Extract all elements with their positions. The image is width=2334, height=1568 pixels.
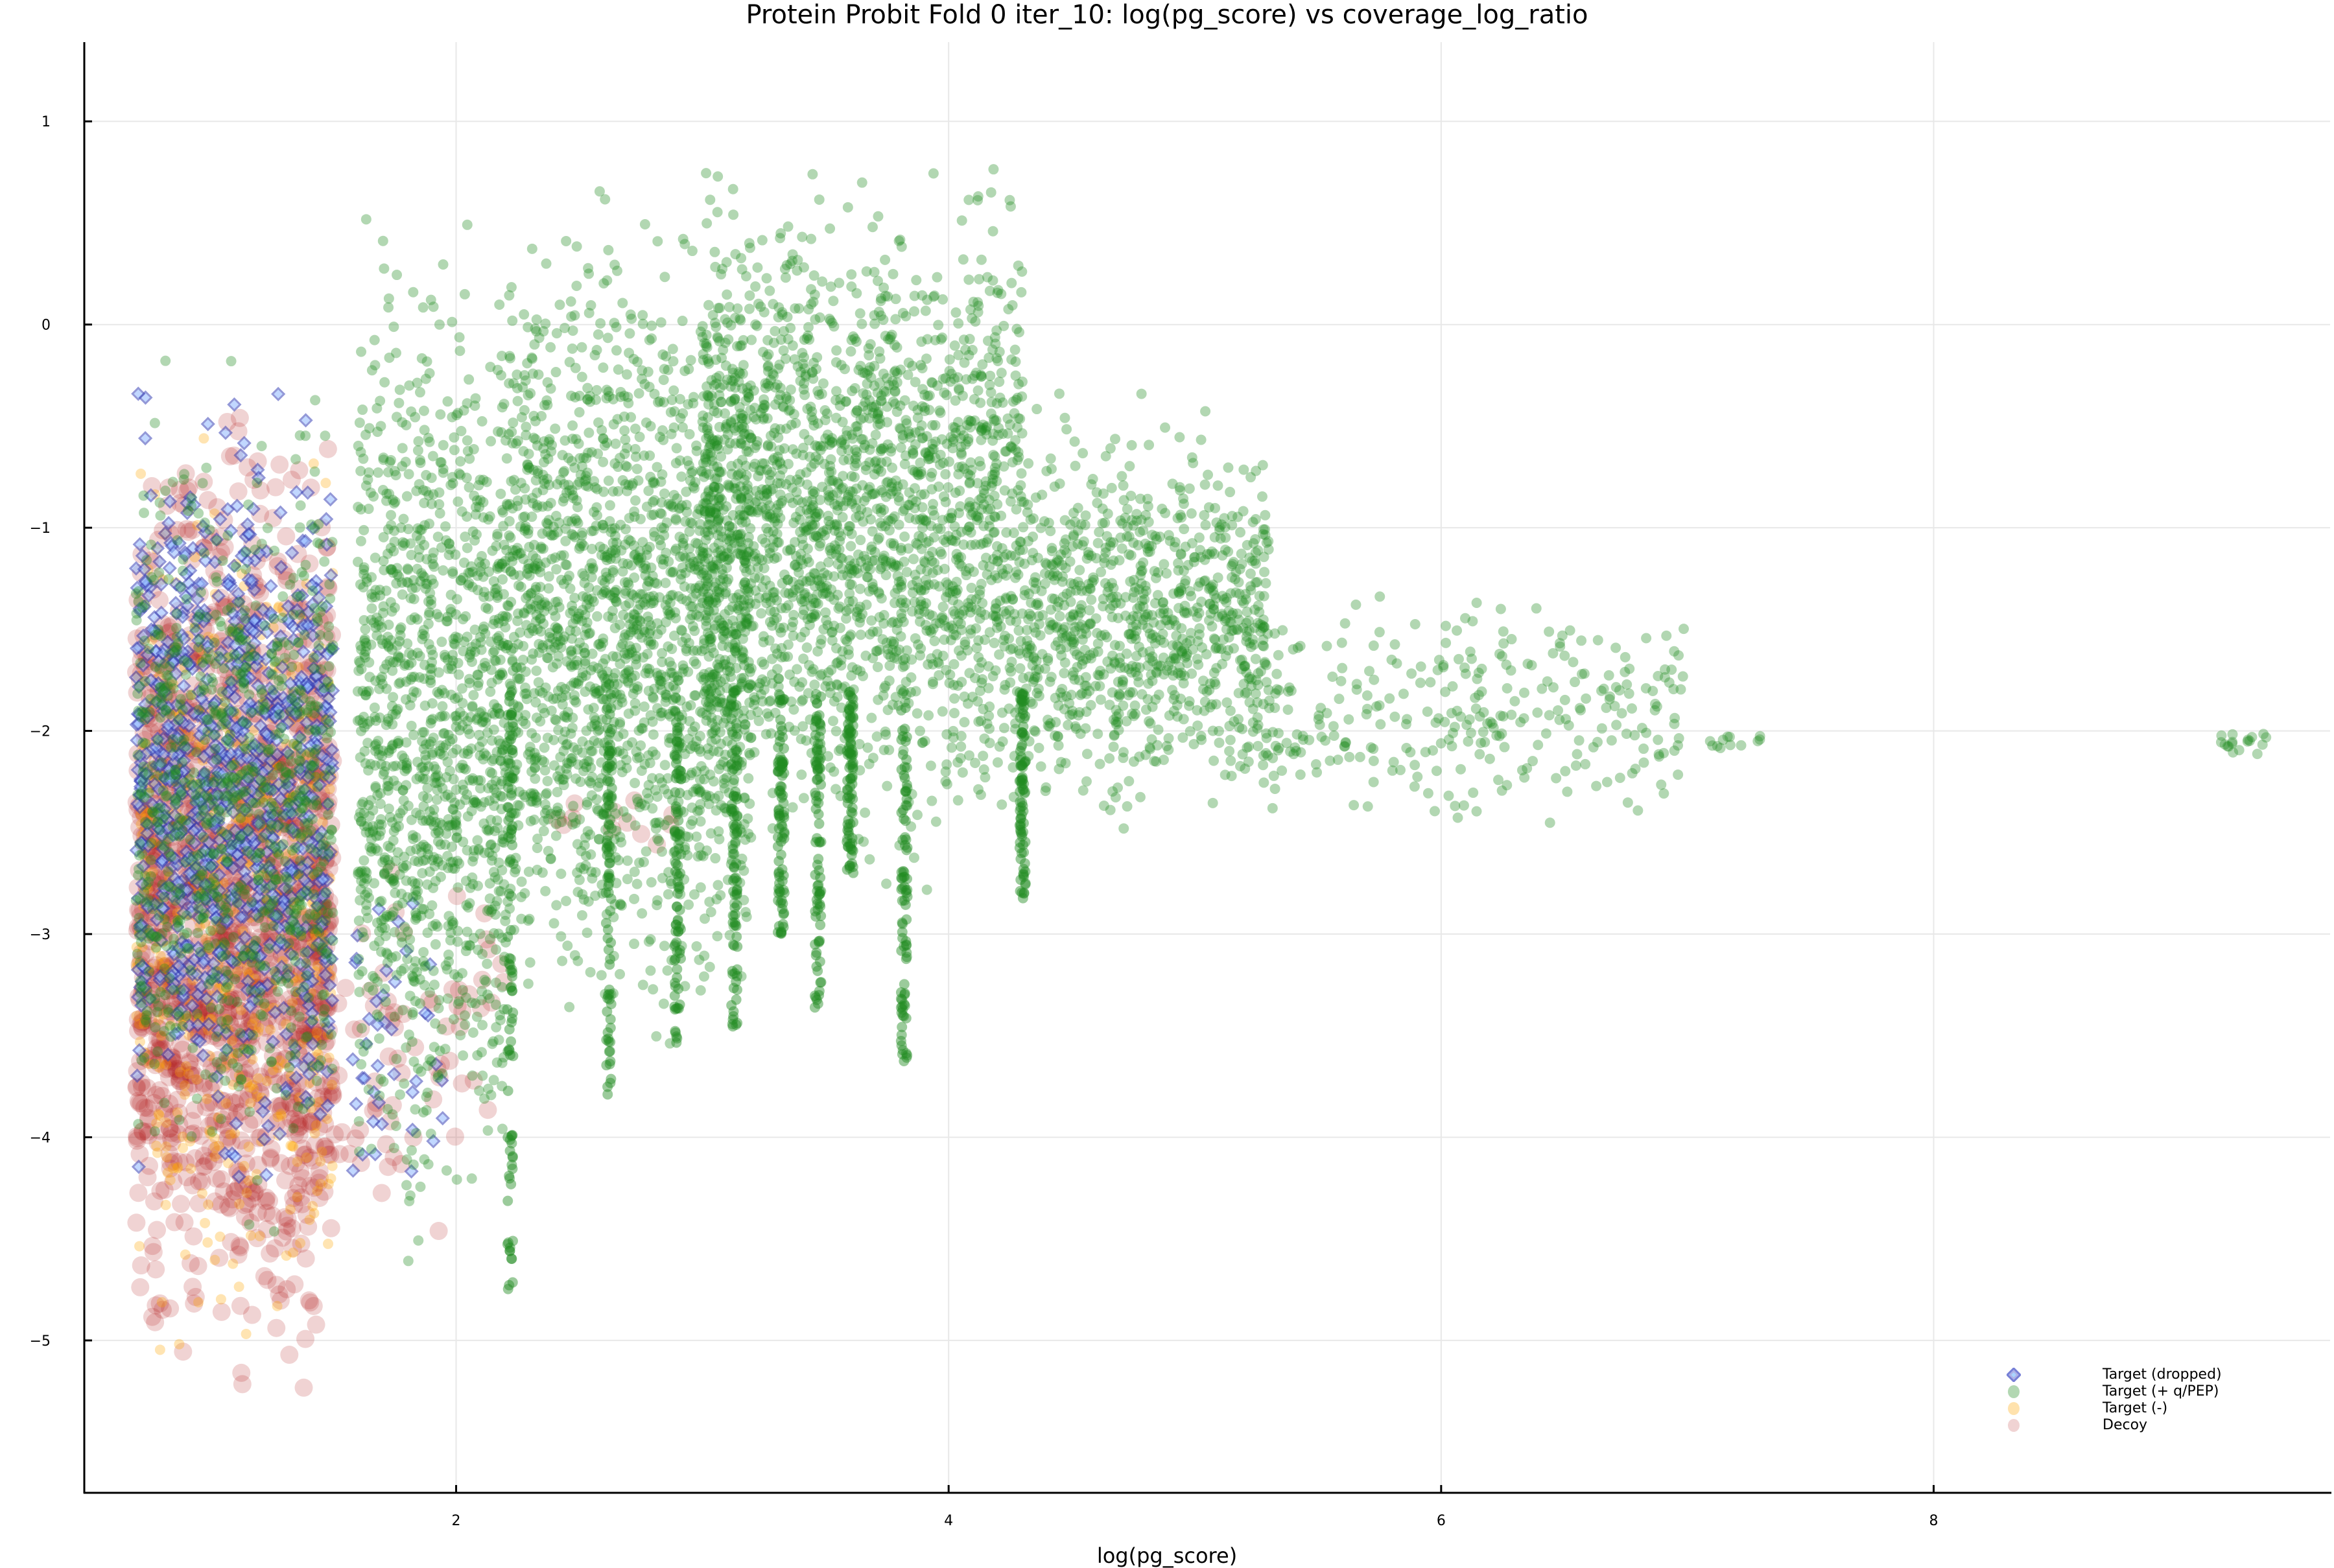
- legend-label: Target (-): [2103, 1400, 2167, 1417]
- legend-label: Target (dropped): [2103, 1366, 2222, 1383]
- x-tick-label: 4: [944, 1513, 953, 1529]
- circle-icon: [2007, 1418, 2021, 1433]
- x-axis-label: log(pg_score): [0, 1544, 2334, 1567]
- y-tick-label: −3: [30, 927, 51, 943]
- y-tick-label: −1: [30, 521, 51, 537]
- legend-label: Decoy: [2103, 1417, 2147, 1434]
- legend-item-target-negative: Target (-): [1977, 1400, 2315, 1417]
- diamond-icon: [2007, 1368, 2021, 1382]
- y-tick-label: −5: [30, 1333, 51, 1350]
- y-tick-label: −2: [30, 724, 51, 740]
- series-target-q-pep-: [131, 164, 2271, 1294]
- legend-item-target-qpep: Target (+ q/PEP): [1977, 1383, 2315, 1400]
- circle-icon: [2007, 1385, 2021, 1399]
- legend: Target (dropped) Target (+ q/PEP) Target…: [1977, 1361, 2315, 1452]
- y-tick-label: 0: [41, 318, 51, 334]
- legend-item-target-dropped: Target (dropped): [1977, 1366, 2315, 1383]
- y-tick-label: 1: [41, 114, 51, 130]
- data-points: [127, 164, 2271, 1397]
- x-tick-label: 2: [452, 1513, 461, 1529]
- circle-icon: [2007, 1401, 2021, 1416]
- x-tick-label: 6: [1437, 1513, 1446, 1529]
- x-tick-label: 8: [1929, 1513, 1938, 1529]
- legend-item-decoy: Decoy: [1977, 1417, 2315, 1434]
- y-tick-label: −4: [30, 1130, 51, 1146]
- legend-label: Target (+ q/PEP): [2103, 1383, 2219, 1400]
